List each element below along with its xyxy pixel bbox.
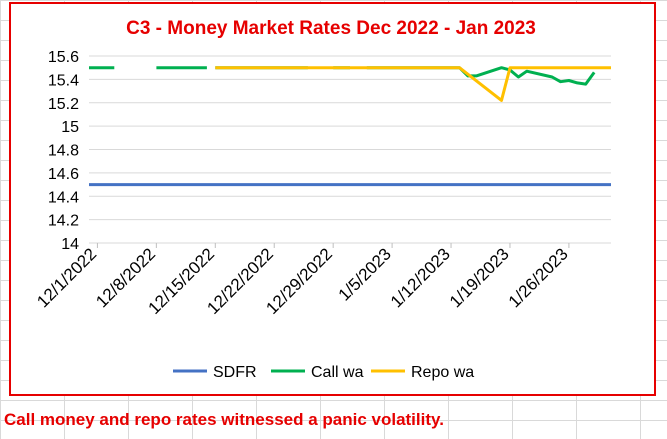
legend-item-repo-wa: Repo wa [371,364,474,381]
chart-frame: C3 - Money Market Rates Dec 2022 - Jan 2… [9,2,656,396]
series-lines [89,66,611,187]
y-axis: 14 14.2 14.4 14.6 14.8 15 15.2 15.4 15.6 [48,49,79,253]
legend-label: Call wa [311,364,364,381]
series-line-call-wa [366,66,596,86]
legend: SDFR Call wa Repo wa [173,364,474,381]
y-tick-label: 15.6 [48,49,79,66]
y-tick-label: 15 [61,119,79,136]
x-tick-label: 1/26/2023 [505,244,572,311]
x-axis: 12/1/202212/8/202212/15/202212/22/202212… [33,242,611,318]
y-tick-label: 14.2 [48,213,79,230]
money-market-line-chart: C3 - Money Market Rates Dec 2022 - Jan 2… [33,18,611,381]
y-tick-label: 14.4 [48,189,79,206]
y-tick-label: 14 [61,236,79,253]
x-tick-label: 1/5/2023 [335,244,395,304]
y-tick-label: 15.4 [48,72,79,89]
gridlines [89,55,611,244]
y-tick-label: 14.6 [48,166,79,183]
x-tick-label: 1/12/2023 [387,244,454,311]
chart-title: C3 - Money Market Rates Dec 2022 - Jan 2… [126,18,536,39]
legend-item-call-wa: Call wa [271,364,364,381]
x-tick-label: 12/1/2022 [33,244,100,311]
x-tick-label: 1/19/2023 [446,244,513,311]
legend-item-sdfr: SDFR [173,364,257,381]
y-tick-label: 15.2 [48,96,79,113]
legend-label: Repo wa [411,364,474,381]
caption: Call money and repo rates witnessed a pa… [4,410,444,429]
legend-label: SDFR [213,364,257,381]
series-line-repo-wa [215,66,611,102]
y-tick-label: 14.8 [48,143,79,160]
